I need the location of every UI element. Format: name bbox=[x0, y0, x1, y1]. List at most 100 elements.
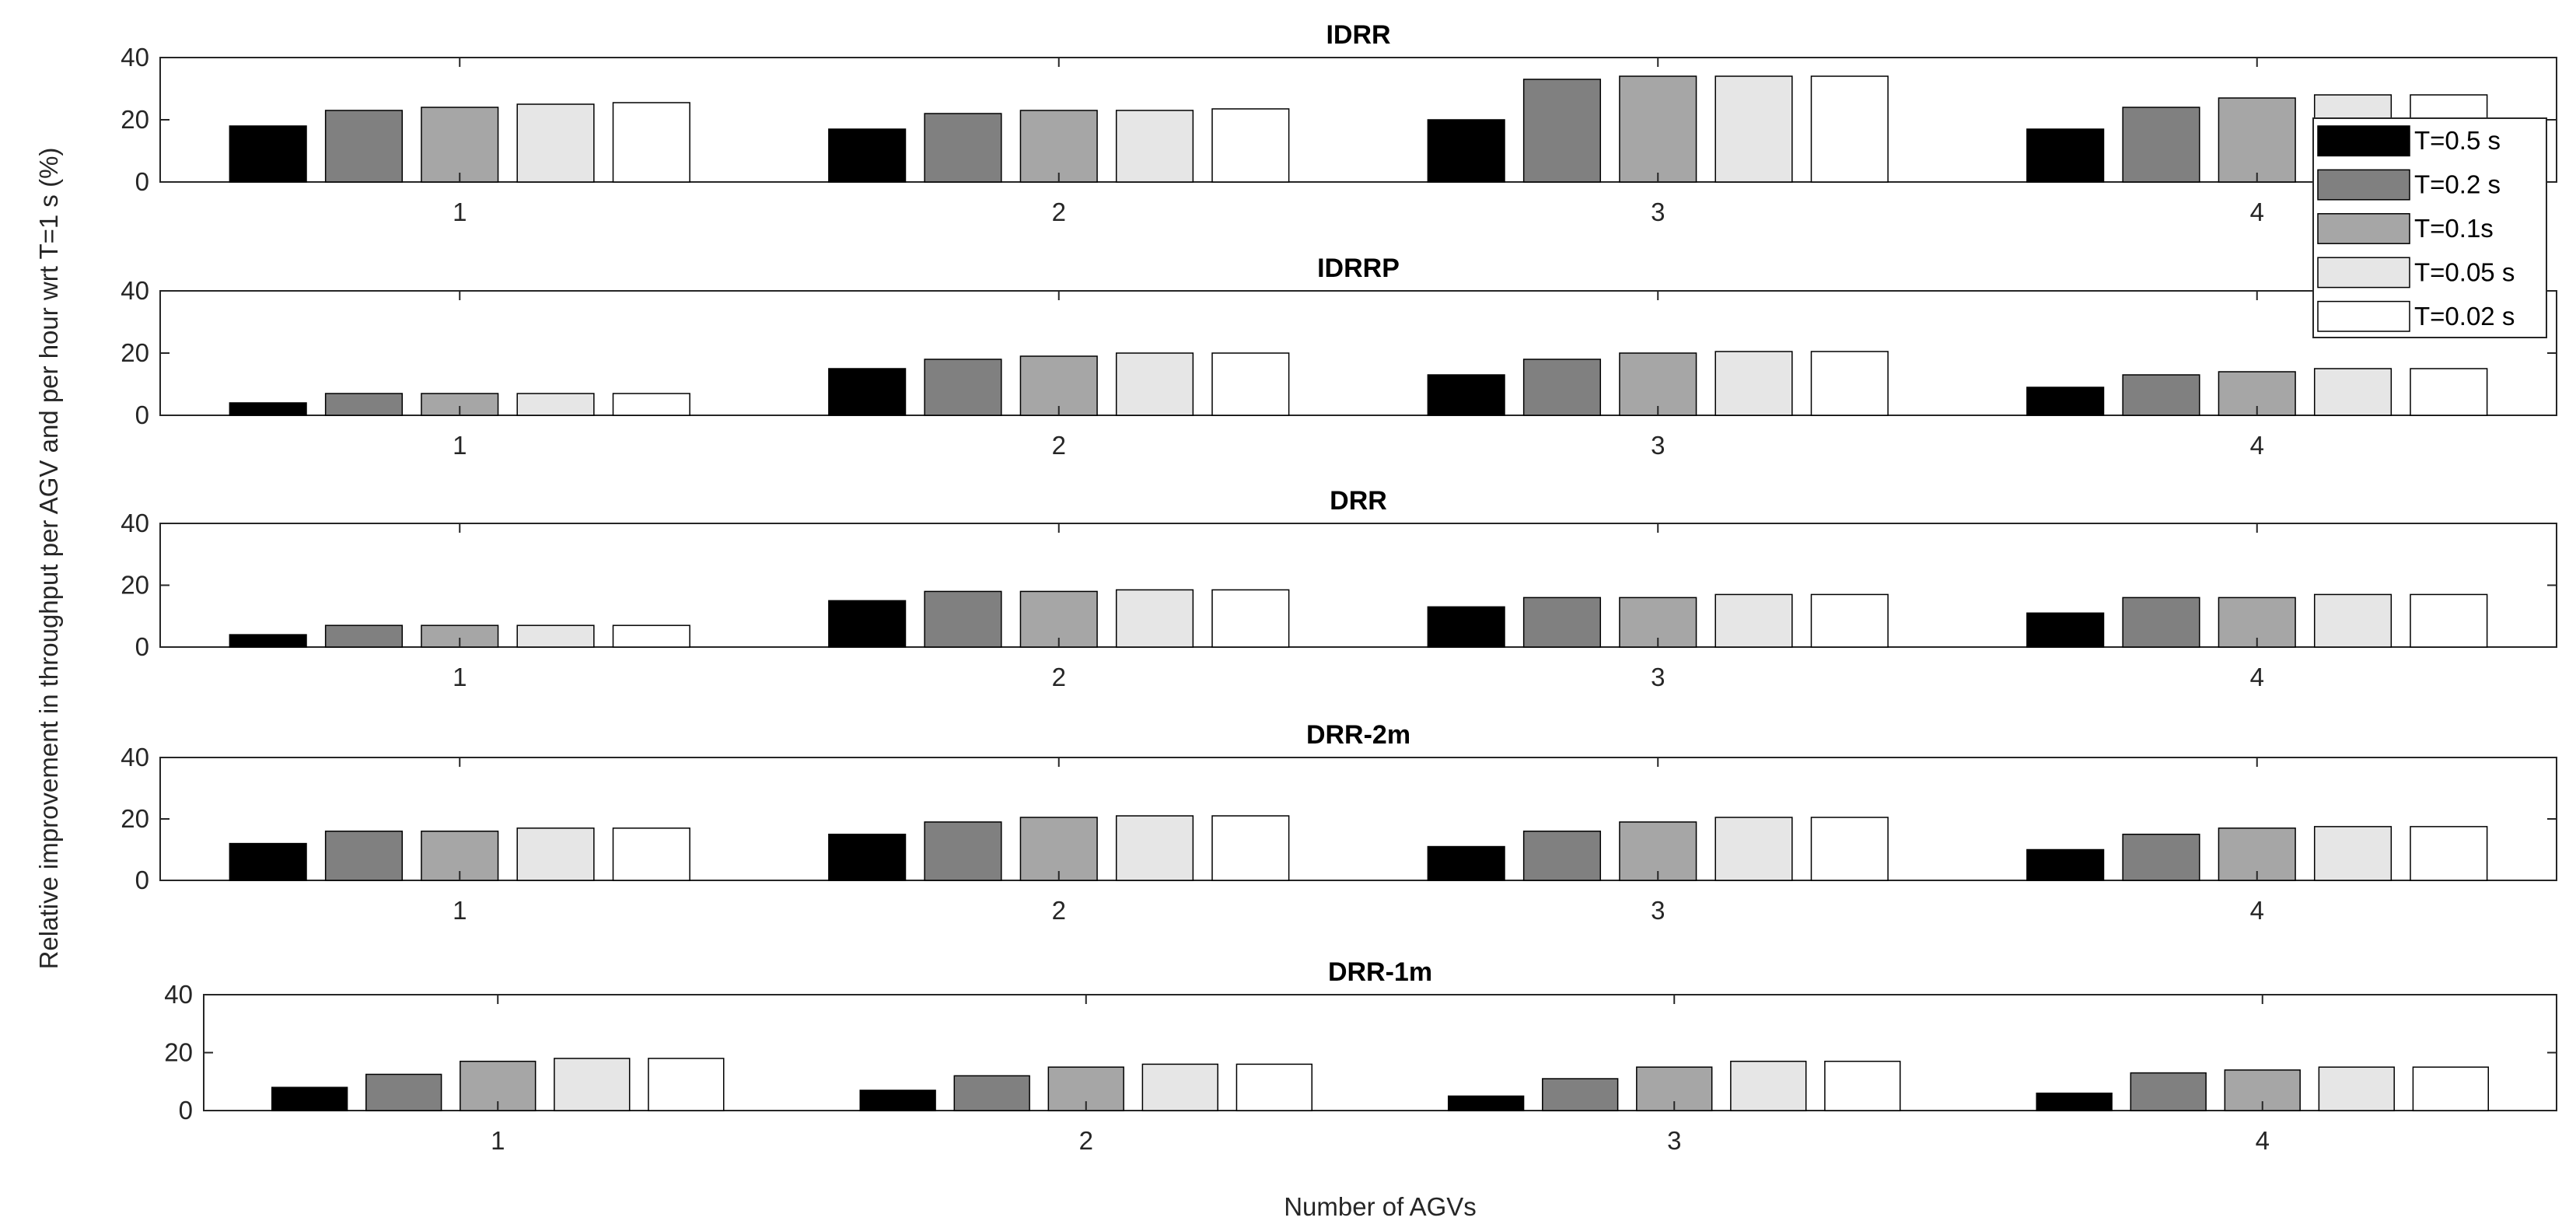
subplot-idrrp: 0 20 40 1 2 3 4 IDRRP bbox=[121, 254, 2557, 460]
subplot-title: IDRRP bbox=[1317, 254, 1400, 283]
bar-drr-2m-2-s2 bbox=[924, 821, 1002, 881]
subplot-title: IDRR bbox=[1326, 20, 1390, 50]
bar-idrr-2-s5 bbox=[1211, 108, 1290, 183]
x-tick-label: 1 bbox=[453, 663, 467, 691]
bar-drr-1-s2 bbox=[324, 624, 404, 648]
bar-drr-1m-4-s2 bbox=[2130, 1072, 2207, 1111]
x-tick-label: 3 bbox=[1651, 663, 1665, 691]
bar-drr-1m-4-s1 bbox=[2036, 1092, 2113, 1111]
bar-drr-2-s5 bbox=[1211, 589, 1290, 648]
y-tick-label: 0 bbox=[135, 167, 149, 196]
bar-drr-4-s5 bbox=[2410, 593, 2488, 648]
y-tick-label: 20 bbox=[121, 571, 149, 600]
legend-swatch bbox=[2317, 169, 2410, 201]
bar-drr-4-s4 bbox=[2313, 593, 2392, 648]
bar-drr-1m-1-s2 bbox=[365, 1073, 442, 1111]
bar-drr-1m-1-s1 bbox=[271, 1086, 348, 1111]
bar-idrrp-3-s3 bbox=[1619, 352, 1697, 416]
bar-drr-2m-3-s4 bbox=[1714, 817, 1793, 881]
bar-drr-1m-2-s2 bbox=[953, 1075, 1030, 1111]
bar-idrrp-3-s5 bbox=[1810, 351, 1889, 416]
bar-drr-1m-2-s5 bbox=[1236, 1063, 1312, 1111]
legend-swatch bbox=[2317, 257, 2410, 289]
bar-drr-3-s5 bbox=[1810, 593, 1889, 648]
bar-drr-1m-3-s4 bbox=[1730, 1060, 1807, 1111]
bar-idrr-3-s5 bbox=[1810, 75, 1889, 183]
bar-drr-1m-3-s5 bbox=[1824, 1060, 1901, 1111]
bar-drr-2m-4-s5 bbox=[2410, 826, 2488, 881]
legend: T=0.5 s T=0.2 s T=0.1s T=0.05 s T=0.02 s bbox=[2312, 117, 2547, 338]
bar-idrr-4-s1 bbox=[2026, 128, 2105, 183]
legend-label: T=0.5 s bbox=[2414, 126, 2501, 155]
legend-label: T=0.05 s bbox=[2414, 257, 2515, 286]
y-tick-label: 40 bbox=[121, 743, 149, 771]
bar-drr-2m-2-s3 bbox=[1019, 817, 1098, 881]
y-tick-label: 0 bbox=[135, 632, 149, 661]
legend-label: T=0.2 s bbox=[2414, 170, 2501, 199]
x-tick-label: 1 bbox=[453, 198, 467, 226]
bar-idrr-3-s2 bbox=[1522, 79, 1602, 183]
subplot-drr: 0 20 40 1 2 3 4 DRR bbox=[121, 486, 2557, 691]
y-tick-label: 20 bbox=[121, 338, 149, 367]
x-tick-label: 2 bbox=[1052, 198, 1066, 226]
legend-swatch bbox=[2317, 213, 2410, 244]
bar-idrrp-3-s4 bbox=[1714, 351, 1793, 416]
x-tick-label: 2 bbox=[1052, 896, 1066, 925]
x-tick-label: 3 bbox=[1651, 198, 1665, 226]
y-tick-label: 20 bbox=[164, 1038, 193, 1067]
subplot-title: DRR-2m bbox=[1306, 720, 1410, 750]
bar-drr-2-s2 bbox=[924, 590, 1002, 648]
bar-idrr-1-s5 bbox=[612, 102, 690, 183]
x-tick-label: 4 bbox=[2250, 663, 2264, 691]
legend-swatch bbox=[2317, 300, 2410, 332]
bar-drr-1m-2-s4 bbox=[1141, 1063, 1218, 1111]
bar-idrrp-2-s3 bbox=[1019, 355, 1098, 416]
bar-idrr-3-s1 bbox=[1427, 119, 1505, 183]
bar-idrrp-3-s2 bbox=[1522, 359, 1602, 416]
bar-drr-2m-3-s5 bbox=[1810, 817, 1889, 881]
bar-idrrp-3-s1 bbox=[1427, 374, 1505, 416]
bar-drr-2m-3-s3 bbox=[1619, 821, 1697, 881]
bar-drr-3-s2 bbox=[1522, 597, 1602, 648]
bar-idrr-1-s4 bbox=[516, 103, 595, 183]
bar-drr-2m-3-s1 bbox=[1427, 845, 1505, 881]
bar-idrrp-2-s4 bbox=[1115, 352, 1194, 416]
subplot-title: DRR-1m bbox=[1328, 957, 1432, 987]
y-tick-label: 40 bbox=[164, 980, 193, 1009]
y-tick-label: 20 bbox=[121, 804, 149, 833]
bar-idrr-1-s1 bbox=[229, 125, 307, 183]
bar-idrrp-4-s5 bbox=[2410, 368, 2488, 416]
bar-drr-1m-3-s1 bbox=[1448, 1095, 1525, 1111]
bar-drr-2m-4-s4 bbox=[2313, 826, 2392, 881]
x-tick-label: 4 bbox=[2250, 896, 2264, 925]
bar-drr-2m-2-s4 bbox=[1115, 815, 1194, 881]
bar-drr-2m-1-s1 bbox=[229, 842, 307, 881]
bar-idrrp-4-s4 bbox=[2313, 368, 2392, 416]
legend-label: T=0.1s bbox=[2414, 214, 2494, 243]
bar-idrrp-1-s5 bbox=[612, 393, 690, 416]
bar-idrrp-4-s2 bbox=[2122, 374, 2200, 416]
bar-idrr-3-s3 bbox=[1619, 75, 1697, 183]
y-axis-label: Relative improvement in throughput per A… bbox=[34, 148, 63, 970]
bar-idrrp-1-s1 bbox=[229, 402, 307, 416]
bar-drr-1m-2-s1 bbox=[859, 1090, 936, 1111]
x-tick-label: 1 bbox=[453, 896, 467, 925]
bar-idrr-1-s2 bbox=[324, 110, 404, 183]
bar-drr-4-s1 bbox=[2026, 612, 2105, 648]
x-tick-label: 1 bbox=[491, 1126, 505, 1155]
bar-idrr-4-s3 bbox=[2218, 97, 2296, 183]
bar-drr-1-s4 bbox=[516, 624, 595, 648]
bar-idrrp-2-s1 bbox=[828, 368, 907, 416]
x-tick-label: 3 bbox=[1667, 1126, 1681, 1155]
bar-idrr-1-s3 bbox=[421, 107, 499, 183]
y-tick-label: 0 bbox=[179, 1096, 193, 1125]
bar-drr-2-s4 bbox=[1115, 589, 1194, 648]
bar-idrr-2-s4 bbox=[1115, 110, 1194, 183]
subplot-idrr: 0 20 40 1 2 3 4 IDRR bbox=[121, 20, 2557, 226]
bar-drr-1-s5 bbox=[612, 624, 690, 648]
bar-drr-2m-1-s2 bbox=[324, 831, 404, 881]
bar-drr-1m-4-s4 bbox=[2318, 1066, 2395, 1111]
bar-idrr-2-s2 bbox=[924, 113, 1002, 183]
bar-idrrp-4-s1 bbox=[2026, 387, 2105, 416]
